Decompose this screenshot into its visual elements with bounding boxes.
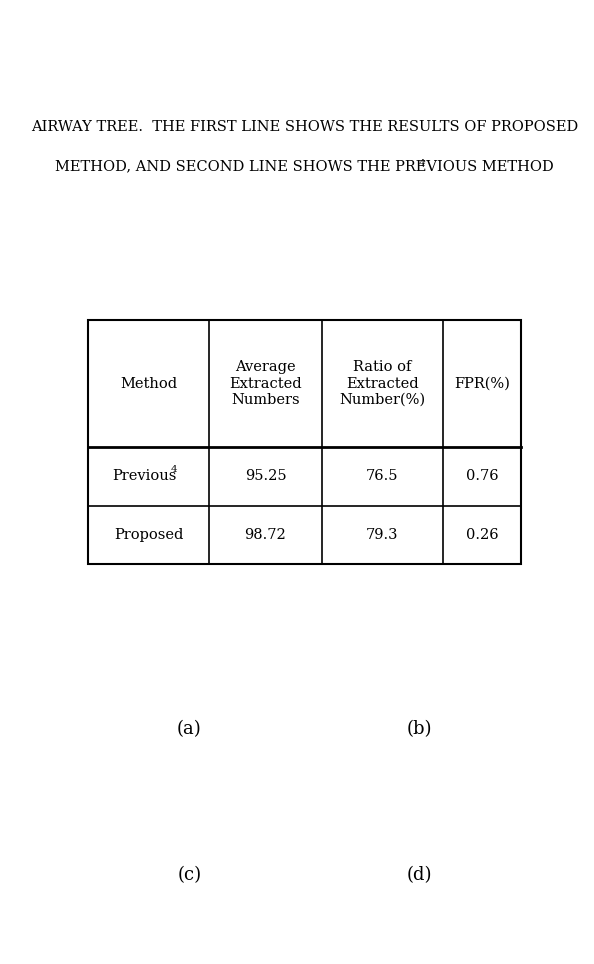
Text: Previous: Previous bbox=[112, 469, 176, 484]
Text: (d): (d) bbox=[407, 867, 432, 884]
Text: (c): (c) bbox=[177, 867, 201, 884]
Text: 4: 4 bbox=[419, 159, 425, 168]
Text: Average
Extracted
Numbers: Average Extracted Numbers bbox=[229, 361, 302, 407]
Text: 98.72: 98.72 bbox=[245, 528, 286, 542]
Text: 76.5: 76.5 bbox=[366, 469, 399, 484]
Text: AIRWAY TREE.  THE FIRST LINE SHOWS THE RESULTS OF PROPOSED: AIRWAY TREE. THE FIRST LINE SHOWS THE RE… bbox=[31, 120, 578, 134]
Text: Ratio of
Extracted
Number(%): Ratio of Extracted Number(%) bbox=[339, 361, 425, 407]
Text: (b): (b) bbox=[407, 720, 432, 738]
Text: METHOD, AND SECOND LINE SHOWS THE PREVIOUS METHOD: METHOD, AND SECOND LINE SHOWS THE PREVIO… bbox=[55, 159, 554, 173]
Text: (a): (a) bbox=[177, 720, 202, 738]
Text: FPR(%): FPR(%) bbox=[454, 377, 510, 390]
Text: 4: 4 bbox=[170, 466, 177, 474]
Text: Method: Method bbox=[120, 377, 177, 390]
Text: 79.3: 79.3 bbox=[366, 528, 399, 542]
Text: Proposed: Proposed bbox=[114, 528, 184, 542]
Text: 0.26: 0.26 bbox=[466, 528, 498, 542]
Text: 95.25: 95.25 bbox=[245, 469, 286, 484]
Text: 0.76: 0.76 bbox=[466, 469, 498, 484]
